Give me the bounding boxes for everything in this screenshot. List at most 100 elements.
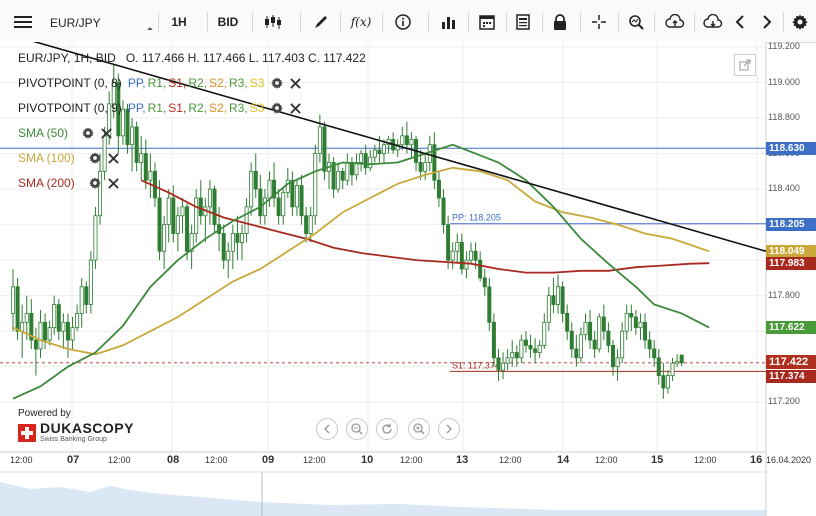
candle-body [537,344,542,353]
scroll-right-button[interactable] [438,418,460,440]
candle-body [75,313,80,329]
candle-body [349,162,354,176]
candle-body [528,344,533,350]
candle-body [162,224,167,252]
gear-icon[interactable] [271,77,284,89]
candle [450,242,455,270]
chart-canvas[interactable]: PP: 118.205 S1: 117.374 [0,42,816,516]
candle [198,180,203,225]
candle [624,304,629,341]
close-icon[interactable] [290,77,302,89]
candle [98,153,103,225]
candle [139,135,144,181]
y-tick-label: 119.000 [768,76,800,87]
x-tick-label: 14 [557,454,570,466]
popout-icon[interactable] [734,54,756,76]
candle [528,334,533,358]
sma50-line [12,143,710,400]
candle [221,224,226,270]
crosshair-icon[interactable] [584,9,614,35]
legend-sma100[interactable]: SMA (100) [18,151,119,165]
gear-icon[interactable] [88,152,101,164]
timeframe-button[interactable]: 1H [164,9,194,35]
candle [290,171,295,216]
gear-icon[interactable] [271,102,284,114]
powered-by-text: Powered by [18,408,71,419]
candle [610,340,615,376]
candle-body [395,144,400,151]
x-tick-label: 16 [750,454,763,466]
candle-body [24,313,29,323]
candle [496,348,501,381]
info-icon[interactable] [388,9,418,35]
legend-pivot-1[interactable]: PIVOTPOINT (0, 8) PP, R1, S1, R2, S2, R3… [18,76,302,90]
chevron-left-icon[interactable] [729,9,751,35]
candle [331,157,336,198]
gear-icon[interactable] [82,127,94,139]
candle-body [455,241,460,252]
close-icon[interactable] [290,102,302,114]
candle-body [139,153,144,163]
candle [533,338,538,364]
candle [148,153,153,198]
price-tag: 117.983 [766,257,816,271]
candle [409,132,414,158]
candle-body [56,304,61,332]
chevron-right-icon[interactable] [756,9,778,35]
candle [130,118,135,172]
dukascopy-logo: Powered by DUKASCOPY Swiss Banking Group [18,408,134,444]
price-type-button[interactable]: BID [213,9,243,35]
candle-body [450,250,455,261]
calendar-icon[interactable] [472,9,502,35]
menu-icon[interactable] [8,9,38,35]
scroll-left-button[interactable] [316,418,338,440]
candle [157,180,162,261]
candle [592,331,597,358]
close-icon[interactable] [107,152,119,164]
draw-pen-icon[interactable] [306,9,336,35]
candle [588,309,593,349]
x-tick-label: 09 [262,454,275,466]
candle [185,203,190,261]
candle [207,180,212,225]
candle-type-icon[interactable] [258,9,288,35]
legend-pivot-2[interactable]: PIVOTPOINT (0, 9) PP, R1, S1, R2, S2, R3… [18,101,302,115]
upload-icon[interactable] [659,9,691,35]
candle-body [487,286,492,323]
candle [638,313,643,341]
candle-body [372,149,377,158]
candle-body [239,233,244,243]
candle [464,251,469,278]
reset-view-button[interactable] [376,418,398,440]
candle [633,309,638,335]
candle [523,331,528,353]
candle-body [427,144,432,163]
zoom-in-button[interactable] [408,418,430,440]
lock-icon[interactable] [545,9,575,35]
candle-body [514,352,519,359]
pivot-pp: PP, [127,101,146,115]
report-icon[interactable] [508,9,538,35]
symbol-selector[interactable]: EUR/JPY [44,12,154,34]
bar-volume-icon[interactable] [434,9,464,35]
candle-body [111,82,116,105]
close-icon[interactable] [107,177,119,189]
candle [33,327,38,376]
candle-body [629,313,634,318]
zoom-icon[interactable] [621,9,651,35]
candle-body [33,339,38,350]
zoom-out-button[interactable] [346,418,368,440]
candle [606,322,611,353]
download-icon[interactable] [697,9,729,35]
candle-body [436,179,441,199]
gear-icon[interactable] [787,9,813,35]
candle [679,354,684,367]
candle-body [221,233,226,261]
function-icon[interactable]: f(x) [350,15,372,29]
legend-sma200[interactable]: SMA (200) [18,176,119,190]
candle [111,64,116,119]
gear-icon[interactable] [88,177,101,189]
legend-sma50[interactable]: SMA (50) [18,126,112,140]
close-icon[interactable] [101,127,112,139]
candle-body [432,144,437,181]
